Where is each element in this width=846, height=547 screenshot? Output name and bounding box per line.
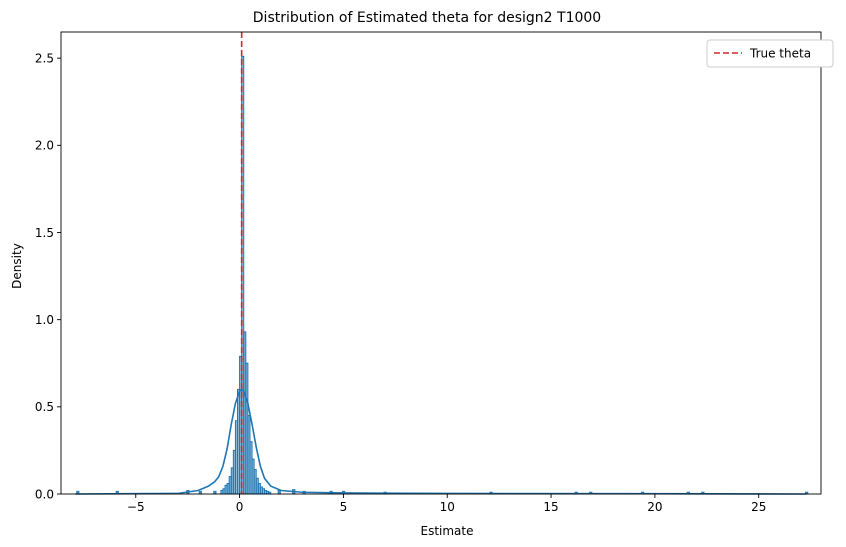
plot-area (75, 32, 809, 495)
legend: True theta (706, 39, 834, 68)
y-tick-label: 2.0 (35, 139, 54, 153)
y-tick-label: 0.5 (35, 400, 54, 414)
x-tick-label: 5 (340, 500, 348, 514)
histogram-bars (220, 55, 272, 495)
x-tick-label: 10 (440, 500, 455, 514)
legend-box (706, 39, 834, 68)
kde-curve (75, 388, 807, 495)
x-tick-label: 25 (751, 500, 766, 514)
y-tick-label: 1.5 (35, 226, 54, 240)
x-tick-label: 20 (647, 500, 662, 514)
x-tick-label: 0 (236, 500, 244, 514)
x-axis: −5 0 5 10 15 20 25 (127, 494, 766, 514)
x-tick-label: −5 (127, 500, 145, 514)
legend-label-true-theta: True theta (749, 47, 811, 61)
y-tick-label: 0.0 (35, 487, 54, 501)
x-tick-label: 15 (543, 500, 558, 514)
y-tick-label: 1.0 (35, 313, 54, 327)
y-axis-label: Density (10, 243, 24, 289)
y-tick-label: 2.5 (35, 51, 54, 65)
chart-title: Distribution of Estimated theta for desi… (253, 10, 601, 26)
axes-frame (60, 31, 822, 495)
x-axis-label: Estimate (420, 524, 473, 538)
y-axis: 0.0 0.5 1.0 1.5 2.0 2.5 (35, 51, 61, 501)
axes-border (60, 31, 822, 495)
